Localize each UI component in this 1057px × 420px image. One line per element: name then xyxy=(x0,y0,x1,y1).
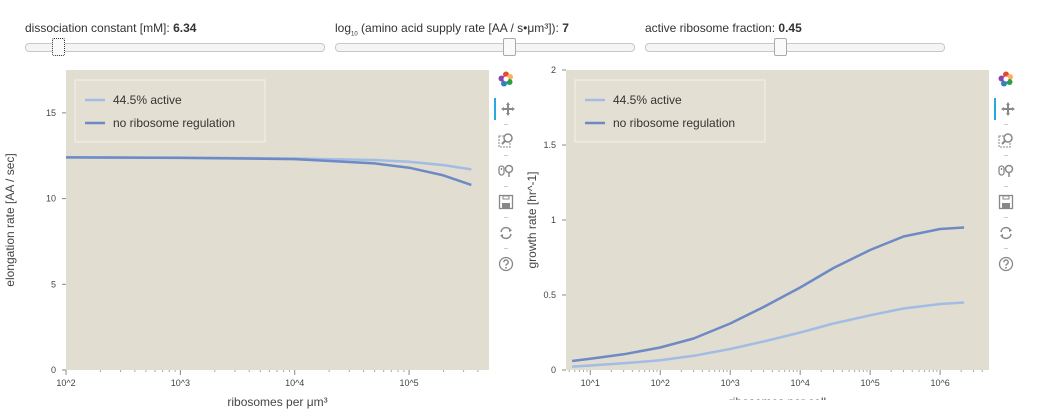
save-icon[interactable] xyxy=(994,191,1018,213)
y-tick-label: 0 xyxy=(51,365,56,375)
legend-box xyxy=(574,79,766,143)
slider-handle-dissociation[interactable] xyxy=(52,38,65,56)
y-tick-label: 0 xyxy=(551,365,556,375)
toolbar-left xyxy=(494,68,518,278)
slider-track-supply-rate[interactable] xyxy=(335,43,635,52)
toolbar-right xyxy=(994,68,1018,278)
x-tick-label: 10^3 xyxy=(721,378,740,388)
y-tick-label: 1.5 xyxy=(543,140,556,150)
toolbar-separator xyxy=(504,124,508,125)
box-zoom-icon[interactable] xyxy=(994,129,1018,151)
slider-value-supply-rate: 7 xyxy=(562,21,569,35)
pan-icon[interactable] xyxy=(994,98,1020,120)
x-axis-label: ribosomes per cell xyxy=(729,395,826,400)
legend-box xyxy=(74,79,266,143)
pan-icon[interactable] xyxy=(494,98,520,120)
slider-label-active-fraction: active ribosome fraction: 0.45 xyxy=(645,21,802,35)
toolbar-separator xyxy=(504,217,508,218)
x-tick-label: 10^2 xyxy=(56,378,75,388)
x-axis-label: ribosomes per μm³ xyxy=(227,395,327,409)
series-line-no-regulation xyxy=(66,156,472,187)
help-icon[interactable] xyxy=(994,253,1018,275)
bokeh-logo-icon xyxy=(994,68,1018,90)
toolbar-separator xyxy=(504,155,508,156)
toolbar-separator xyxy=(1004,217,1008,218)
x-tick-label: 10^5 xyxy=(399,378,418,388)
y-tick-label: 1 xyxy=(551,215,556,225)
slider-handle-active-fraction[interactable] xyxy=(774,38,787,56)
x-tick-label: 10^5 xyxy=(861,378,880,388)
slider-value-dissociation: 6.34 xyxy=(173,21,197,35)
slider-label-dissociation: dissociation constant [mM]: 6.34 xyxy=(25,21,197,35)
help-icon[interactable] xyxy=(494,253,518,275)
y-tick-label: 10 xyxy=(46,194,56,204)
series-line-active xyxy=(572,301,965,368)
x-tick-label: 10^4 xyxy=(285,378,304,388)
x-tick-label: 10^1 xyxy=(581,378,600,388)
y-axis-label: elongation rate [AA / sec] xyxy=(3,153,17,286)
legend-label: 44.5% active xyxy=(113,93,182,107)
y-tick-label: 15 xyxy=(46,108,56,118)
x-tick-label: 10^3 xyxy=(171,378,190,388)
slider-label-supply-rate: log10 (amino acid supply rate [AA / s•μm… xyxy=(335,21,569,38)
y-tick-label: 2 xyxy=(551,65,556,75)
elongation-rate-chart[interactable]: 0 5 10 15 10^2 10^3 10^4 10^5 ribosomes per μm³ e… xyxy=(0,70,490,410)
save-icon[interactable] xyxy=(494,191,518,213)
legend-label: no ribosome regulation xyxy=(113,116,235,130)
slider-value-active-fraction: 0.45 xyxy=(778,21,802,35)
toolbar-separator xyxy=(1004,186,1008,187)
toolbar-separator xyxy=(1004,155,1008,156)
box-zoom-icon[interactable] xyxy=(494,129,518,151)
legend-label: 44.5% active xyxy=(613,93,682,107)
slider-track-active-fraction[interactable] xyxy=(645,43,945,52)
wheel-zoom-icon[interactable] xyxy=(494,160,518,182)
reset-icon[interactable] xyxy=(994,222,1018,244)
y-axis-label: growth rate [hr^-1] xyxy=(525,171,539,268)
wheel-zoom-icon[interactable] xyxy=(994,160,1018,182)
y-tick-label: 5 xyxy=(51,279,56,289)
x-tick-label: 10^6 xyxy=(930,378,949,388)
growth-rate-chart[interactable]: 0 0.5 1 1.5 2 10^1 10^2 10^3 10^4 10^5 10^6 ribosom… xyxy=(500,60,1000,400)
reset-icon[interactable] xyxy=(494,222,518,244)
x-tick-label: 10^2 xyxy=(651,378,670,388)
toolbar-separator xyxy=(504,186,508,187)
slider-handle-supply-rate[interactable] xyxy=(503,38,516,56)
y-tick-label: 0.5 xyxy=(543,290,556,300)
x-tick-label: 10^4 xyxy=(791,378,810,388)
toolbar-separator xyxy=(504,248,508,249)
legend-label: no ribosome regulation xyxy=(613,116,735,130)
toolbar-separator xyxy=(1004,248,1008,249)
slider-track-dissociation[interactable] xyxy=(25,43,325,52)
bokeh-logo-icon xyxy=(494,68,518,90)
toolbar-separator xyxy=(1004,124,1008,125)
series-line-no-regulation xyxy=(571,226,965,363)
